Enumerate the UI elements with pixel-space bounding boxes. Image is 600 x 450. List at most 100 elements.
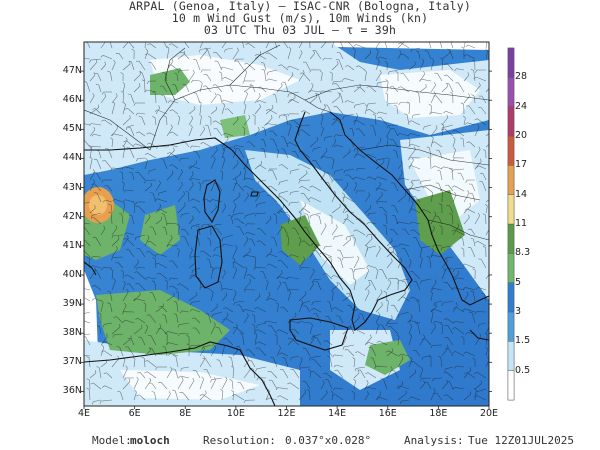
wind-barb (411, 120, 421, 126)
wind-barb (144, 304, 147, 313)
wind-barb (331, 206, 341, 214)
wind-barb (287, 216, 290, 225)
wind-barb (269, 297, 278, 302)
wind-barb (438, 216, 443, 225)
wind-barb-flag (176, 290, 179, 294)
wind-barb (147, 153, 157, 159)
wind-barb (485, 50, 488, 60)
wind-barb-flag (128, 60, 132, 63)
wind-barb-flag (177, 115, 181, 118)
wind-barb-flag (170, 124, 173, 128)
wind-barb-flag (319, 70, 323, 73)
wind-barb-flag (389, 86, 393, 88)
wind-barb-flag (404, 290, 406, 294)
wind-barb (231, 357, 234, 368)
wind-barb (309, 53, 315, 60)
wind-barb (397, 52, 402, 60)
wind-barb (485, 229, 489, 236)
wind-barb (381, 269, 388, 280)
wind-barb (199, 103, 202, 115)
wind-barb (94, 183, 102, 192)
wind-barb (339, 250, 344, 258)
wind-barb (408, 191, 410, 203)
wind-barb-flag (255, 347, 259, 349)
wind-barb-flag (320, 156, 323, 159)
wind-barb (307, 214, 311, 225)
wind-barb-flag (232, 257, 235, 260)
wind-barb-flag (158, 105, 161, 109)
wind-barb-flag (399, 401, 402, 405)
wind-barb-flag (301, 240, 305, 242)
wind-barb (441, 117, 449, 126)
wind-barb (282, 369, 289, 379)
wind-barb (162, 85, 168, 93)
wind-barb-flag (369, 49, 372, 53)
wind-barb (455, 351, 465, 357)
wind-barb-flag (199, 250, 203, 253)
wind-barb-flag (216, 303, 218, 307)
wind-barb (287, 125, 292, 137)
wind-barb (248, 43, 256, 49)
wind-barb (232, 205, 237, 214)
wind-barb (236, 218, 245, 225)
wind-barb-flag (407, 320, 410, 323)
wind-barb-flag (213, 267, 216, 271)
wind-barb (430, 250, 434, 258)
wind-barb-flag (156, 272, 160, 275)
wind-barb (125, 189, 135, 192)
wind-barb (133, 262, 139, 269)
wind-barb (386, 282, 392, 291)
wind-barb (392, 139, 399, 148)
wind-barb-flag (146, 81, 149, 85)
wind-barb-flag (353, 378, 356, 382)
wind-barb (292, 369, 300, 379)
wind-barb-flag (396, 133, 400, 136)
wind-barb-flag (473, 388, 477, 391)
wind-barb-flag (329, 214, 333, 217)
wind-barb-flag (396, 334, 400, 337)
wind-barb (263, 139, 267, 148)
wind-barb-flag (471, 59, 475, 62)
wind-barb-flag (287, 337, 291, 340)
wind-barb-flag (387, 326, 391, 328)
wind-barb (404, 281, 410, 291)
wind-barb-flag (411, 115, 414, 119)
lat-label: 38N (62, 327, 82, 339)
wind-barb (259, 165, 267, 170)
wind-barb-flag (426, 255, 430, 258)
wind-barb (448, 347, 454, 357)
wind-barb (480, 258, 487, 269)
wind-barb-flag (83, 314, 84, 317)
wind-barb (91, 123, 102, 126)
wind-barb (247, 62, 256, 71)
wind-barb-flag (282, 81, 286, 83)
wind-barb-flag (316, 215, 320, 217)
wind-barb (192, 308, 201, 313)
wind-barb-flag (166, 152, 170, 155)
wind-barb-flag (110, 257, 113, 261)
wind-barb-flag (90, 382, 94, 385)
wind-barb (150, 335, 157, 346)
wind-barb (166, 127, 173, 137)
wind-barb (356, 229, 366, 236)
wind-barb-flag (191, 181, 194, 185)
wind-barb (446, 267, 454, 270)
wind-barb-flag (437, 355, 441, 358)
wind-barb (345, 196, 355, 203)
footer-model-label: Model: (92, 434, 132, 447)
wind-barb-flag (452, 387, 455, 390)
wind-barb (442, 300, 454, 304)
wind-barb-flag (134, 389, 137, 393)
wind-barb (259, 240, 267, 247)
wind-barb (357, 167, 366, 170)
wind-barb-flag (420, 378, 423, 382)
wind-barb (386, 81, 389, 93)
lon-label: 6E (128, 408, 141, 419)
wind-barb-flag (145, 48, 149, 52)
wind-barb (122, 204, 126, 214)
wind-barb-flag (288, 46, 292, 50)
wind-barb (163, 158, 168, 170)
wind-barb-flag (308, 197, 312, 200)
wind-barb (235, 145, 245, 148)
wind-barb-flag (304, 202, 306, 206)
